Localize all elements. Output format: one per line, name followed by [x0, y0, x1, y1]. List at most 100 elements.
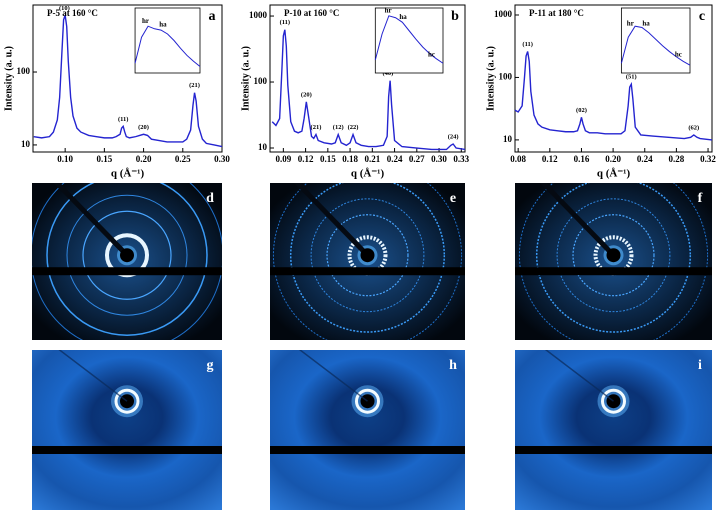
detector-gap: [32, 267, 222, 276]
detector-gap: [32, 446, 222, 454]
y-tick-label: 100: [499, 72, 513, 82]
beam-stop: [360, 248, 375, 263]
diffraction-ring: [82, 210, 172, 300]
inner-ring: [601, 388, 626, 414]
panel-letter: h: [449, 358, 457, 373]
panel-letter: b: [451, 9, 459, 24]
x-tick-label: 0.18: [342, 154, 358, 164]
peak-label: (51): [626, 74, 637, 81]
peak-label: (10): [59, 5, 70, 12]
x-tick-label: 0.10: [57, 154, 73, 164]
inner-ring: [114, 388, 140, 414]
detector-gap: [515, 446, 712, 454]
image-bg: [32, 350, 222, 510]
x-tick-label: 0.12: [542, 154, 558, 164]
scattering-image: d: [32, 183, 222, 340]
scattering-image: i: [515, 350, 712, 510]
diffraction-ring: [535, 183, 692, 333]
beam-stop: [360, 394, 375, 409]
peak-label: (02): [576, 107, 587, 114]
beam-stop-arm: [58, 350, 128, 402]
diffraction-ring: [289, 183, 446, 333]
beam-stop-arm: [544, 350, 614, 402]
panel-letter: g: [207, 358, 214, 373]
x-tick-label: 0.20: [605, 154, 621, 164]
x-tick-label: 0.08: [510, 154, 526, 164]
beam-stop-arm: [293, 183, 370, 257]
detector-gap: [515, 267, 712, 276]
data-line: [33, 15, 223, 148]
panel-letter: e: [450, 191, 456, 206]
x-tick-label: 0.09: [275, 154, 291, 164]
inset-label: hr: [627, 19, 634, 27]
chart-title: P-10 at 160 °C: [284, 8, 339, 18]
x-tick-label: 0.15: [320, 154, 336, 164]
panel-letter: f: [698, 191, 703, 206]
peak-label: (11): [118, 116, 128, 123]
plot-frame: [269, 4, 466, 153]
beam-stop-arm: [539, 183, 616, 257]
x-tick-label: 0.21: [364, 154, 380, 164]
scattering-image: g: [32, 350, 222, 510]
beam-stop: [606, 248, 621, 263]
inset-label: hc: [428, 51, 435, 59]
scattering-image: e: [270, 183, 465, 340]
detector-gap: [270, 267, 465, 276]
panel-letter: d: [206, 191, 214, 206]
y-axis-label: Intensity (a. u.): [3, 46, 14, 111]
x-axis-label: q (Å⁻¹): [351, 168, 385, 180]
chart-title: P-5 at 160 °C: [47, 8, 98, 18]
peak-label: (21): [311, 124, 322, 131]
peak-label: (22): [348, 124, 359, 131]
diffraction-ring: [46, 183, 208, 336]
diffraction-ring: [326, 214, 409, 297]
diffraction-ring: [310, 198, 425, 313]
y-tick-label: 100: [254, 76, 268, 86]
panel-letter: a: [209, 9, 216, 24]
beam-stop: [120, 394, 134, 409]
x-tick-label: 0.30: [431, 154, 447, 164]
x-tick-label: 0.27: [409, 154, 425, 164]
diffraction-ring: [556, 198, 671, 313]
peak-label: (20): [138, 124, 149, 131]
x-tick-label: 0.30: [214, 154, 230, 164]
y-tick-label: 1000: [494, 9, 513, 19]
inset-label: hc: [675, 51, 682, 59]
data-line: [271, 29, 466, 151]
inset-line: [134, 25, 201, 67]
scattering-image: h: [270, 350, 465, 510]
chart-title: P-11 at 180 °C: [529, 8, 584, 18]
beam-stop: [120, 248, 134, 263]
peak-label: (20): [301, 91, 312, 98]
peak-label: (11): [522, 41, 532, 48]
beam-stop-arm: [53, 183, 129, 257]
data-line: [514, 51, 713, 141]
inset-label: ha: [642, 19, 650, 27]
x-tick-label: 0.20: [136, 154, 152, 164]
panel-letter: i: [698, 358, 702, 373]
y-tick-label: 10: [503, 134, 513, 144]
x-tick-label: 0.33: [453, 154, 469, 164]
inset-label: hr: [142, 17, 149, 25]
diffraction-ring: [518, 183, 709, 340]
y-tick-label: 100: [17, 66, 31, 76]
inset-frame: [374, 7, 444, 74]
peak-label: (12): [333, 124, 344, 131]
y-tick-label: 1000: [249, 10, 268, 20]
detector-gap: [270, 446, 465, 454]
inset-line: [620, 25, 691, 66]
image-bg: [515, 350, 712, 510]
x-tick-label: 0.24: [387, 154, 403, 164]
x-tick-label: 0.32: [700, 154, 716, 164]
inset-label: ha: [399, 13, 407, 21]
plot-frame: [32, 4, 223, 153]
diffraction-ring: [66, 194, 188, 316]
scattering-image: f: [515, 183, 712, 340]
peak-label: (40): [382, 70, 393, 77]
x-tick-label: 0.24: [637, 154, 653, 164]
x-tick-label: 0.28: [669, 154, 685, 164]
y-axis-label: Intensity (a. u.): [485, 46, 496, 111]
inner-ring: [355, 388, 380, 414]
y-axis-label: Intensity (a. u.): [240, 46, 251, 111]
